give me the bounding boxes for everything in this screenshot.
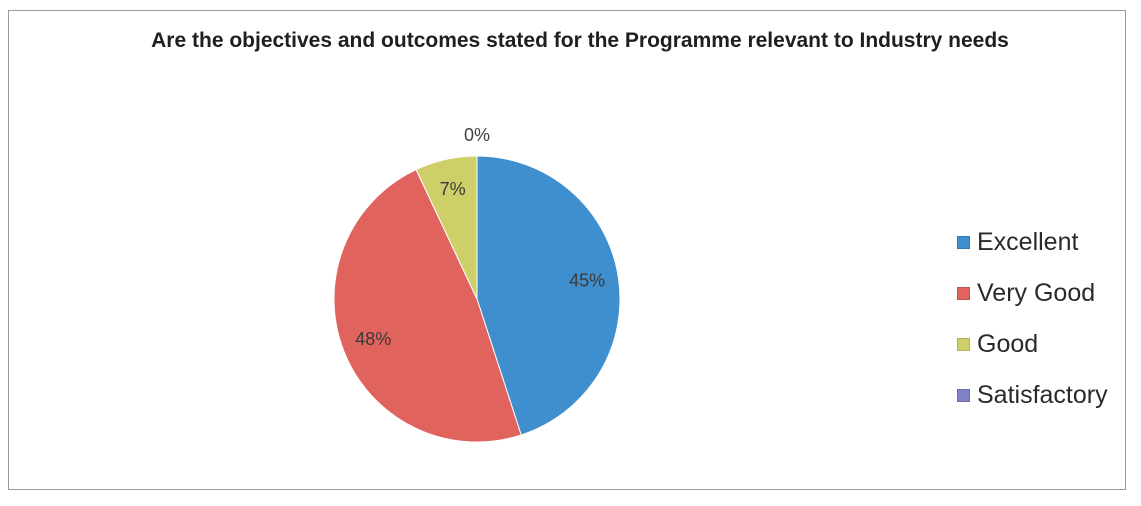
legend-swatch-good (957, 338, 970, 351)
legend-item-excellent: Excellent (957, 217, 1108, 268)
legend-label-good: Good (977, 330, 1039, 358)
pie-data-labels: 45% 48% 7% 0% (355, 125, 605, 349)
legend-swatch-excellent (957, 236, 970, 249)
data-label-satisfactory: 0% (464, 125, 490, 145)
pie-slice-very-good (333, 168, 522, 443)
chart-title: Are the objectives and outcomes stated f… (151, 29, 1009, 52)
data-label-good: 7% (440, 179, 466, 199)
legend: Excellent Very Good Good Satisfactory (957, 217, 1108, 421)
legend-swatch-very-good (957, 287, 970, 300)
legend-item-very-good: Very Good (957, 268, 1108, 319)
legend-item-good: Good (957, 319, 1108, 370)
pie-slice-excellent (476, 155, 621, 436)
legend-label-very-good: Very Good (977, 279, 1096, 307)
legend-swatch-satisfactory (957, 389, 970, 402)
legend-label-excellent: Excellent (977, 228, 1079, 256)
pie-slices (333, 155, 621, 443)
legend-label-satisfactory: Satisfactory (977, 381, 1108, 409)
legend-item-satisfactory: Satisfactory (957, 370, 1108, 421)
data-label-very-good: 48% (355, 329, 391, 349)
data-label-excellent: 45% (569, 270, 605, 290)
pie-slice-good (415, 155, 478, 300)
